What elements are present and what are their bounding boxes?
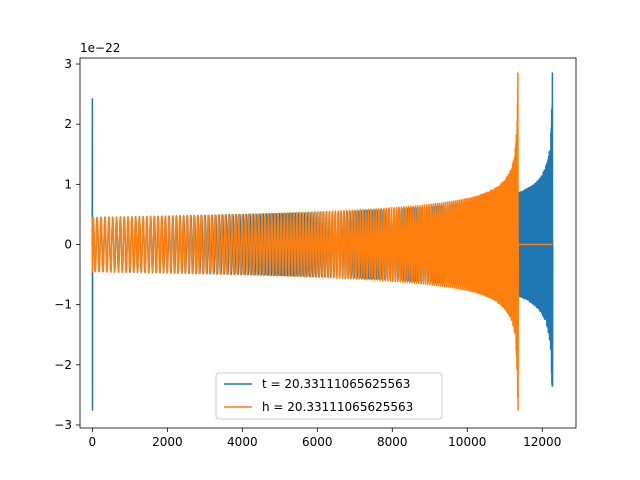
series-layer <box>91 72 554 411</box>
x-tick-label: 0 <box>89 435 97 449</box>
x-tick-label: 6000 <box>302 435 333 449</box>
x-tick-label: 10000 <box>448 435 486 449</box>
axes-frame <box>79 57 577 429</box>
y-axis: −3 −2 −1 0 1 2 3 <box>54 57 80 432</box>
y-tick-label: 1 <box>64 177 72 191</box>
y-tick-label: −2 <box>54 358 72 372</box>
y-tick-label: 2 <box>64 117 72 131</box>
x-tick-label: 2000 <box>152 435 183 449</box>
legend: t = 20.33111065625563 h = 20.33111065625… <box>215 372 443 420</box>
plot-area <box>91 72 554 411</box>
y-tick-label: 3 <box>64 57 72 71</box>
legend-box <box>215 372 443 420</box>
y-tick-label: −1 <box>54 298 72 312</box>
y-tick-label: −3 <box>54 418 72 432</box>
x-tick-label: 4000 <box>227 435 258 449</box>
x-tick-label: 12000 <box>523 435 561 449</box>
y-tick-label: 0 <box>64 238 72 252</box>
series-line-h <box>91 72 553 411</box>
x-axis: 0 2000 4000 6000 8000 10000 12000 <box>89 428 561 449</box>
legend-label-t: t = 20.33111065625563 <box>262 377 410 391</box>
x-tick-label: 8000 <box>377 435 408 449</box>
legend-label-h: h = 20.33111065625563 <box>262 400 413 414</box>
y-offset-label: 1e−22 <box>80 41 120 55</box>
